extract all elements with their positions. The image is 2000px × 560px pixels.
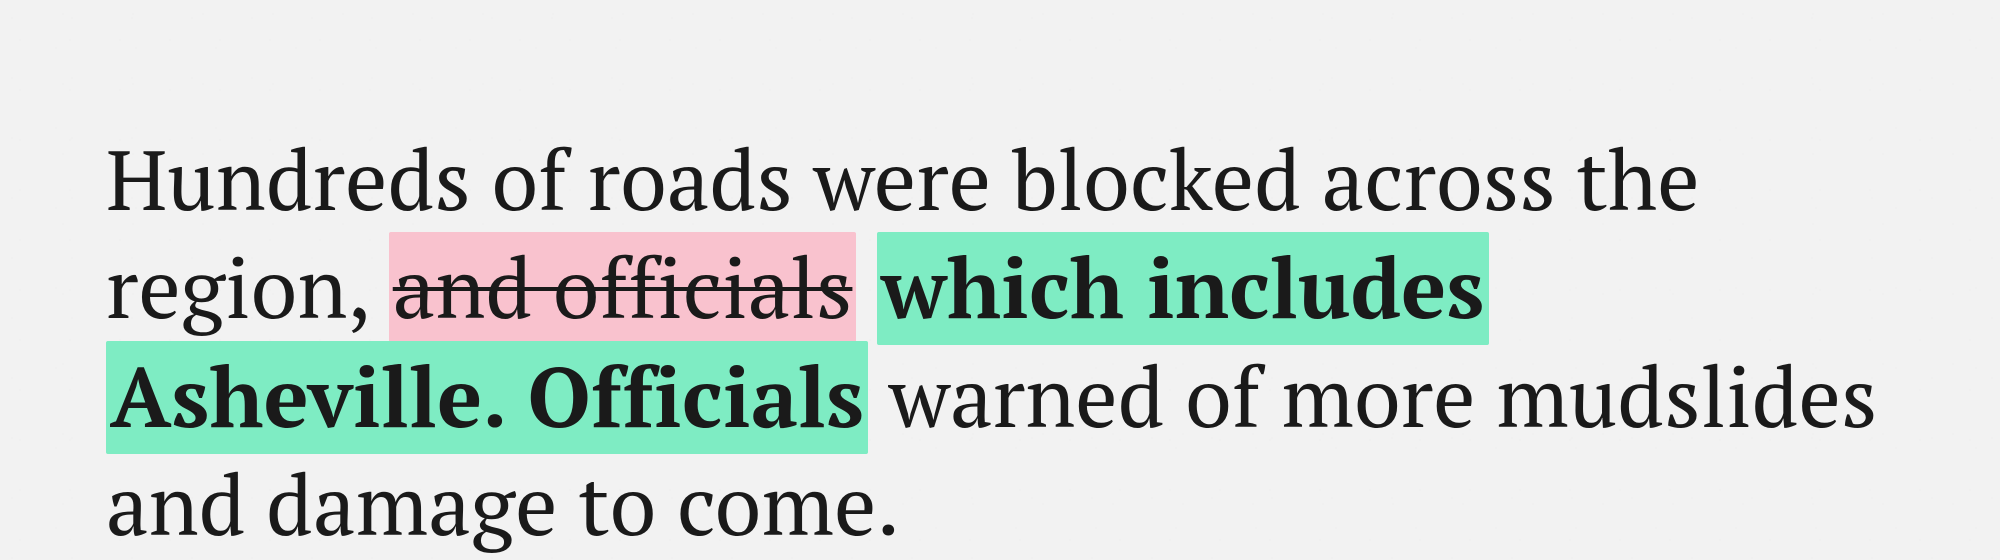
diff-paragraph: Hundreds of roads were blocked across th… — [106, 126, 1906, 559]
space — [856, 232, 877, 343]
inserted-text-line2: Asheville. Officials — [106, 341, 868, 454]
inserted-text-line1: which includes — [877, 232, 1489, 345]
deleted-text: and officials — [389, 232, 857, 345]
